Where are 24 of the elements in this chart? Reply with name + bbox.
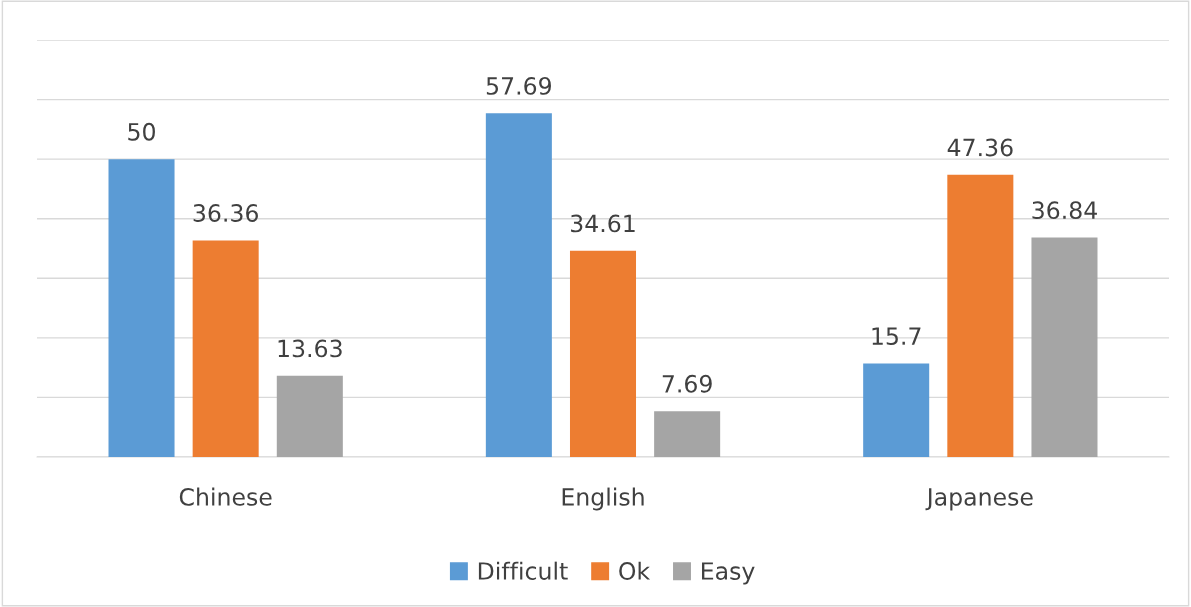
data-label: 47.36 bbox=[947, 138, 1013, 157]
data-label: 57.69 bbox=[486, 77, 551, 95]
bar bbox=[863, 363, 930, 457]
data-label: 36.36 bbox=[193, 204, 258, 222]
data-label: 13.63 bbox=[278, 339, 342, 358]
bar bbox=[192, 240, 259, 457]
x-tick-label: Chinese bbox=[179, 487, 272, 506]
x-tick-label: English bbox=[562, 487, 644, 511]
legend-label: Ok bbox=[619, 561, 651, 580]
data-label: 50 bbox=[128, 122, 155, 141]
bar bbox=[1031, 237, 1098, 457]
bar bbox=[276, 375, 343, 457]
legend-label: Easy bbox=[702, 562, 755, 585]
data-label: 36.84 bbox=[1032, 201, 1097, 220]
bar bbox=[108, 159, 175, 457]
bar bbox=[485, 113, 552, 457]
x-tick-label: Japanese bbox=[925, 488, 1033, 511]
data-label: 7.69 bbox=[662, 374, 712, 393]
data-label: 34.61 bbox=[571, 214, 635, 233]
bar bbox=[947, 174, 1014, 457]
bar bbox=[569, 250, 637, 457]
data-label: 15.7 bbox=[872, 327, 921, 346]
bar bbox=[654, 411, 721, 457]
legend-label: Difficult bbox=[478, 561, 568, 580]
